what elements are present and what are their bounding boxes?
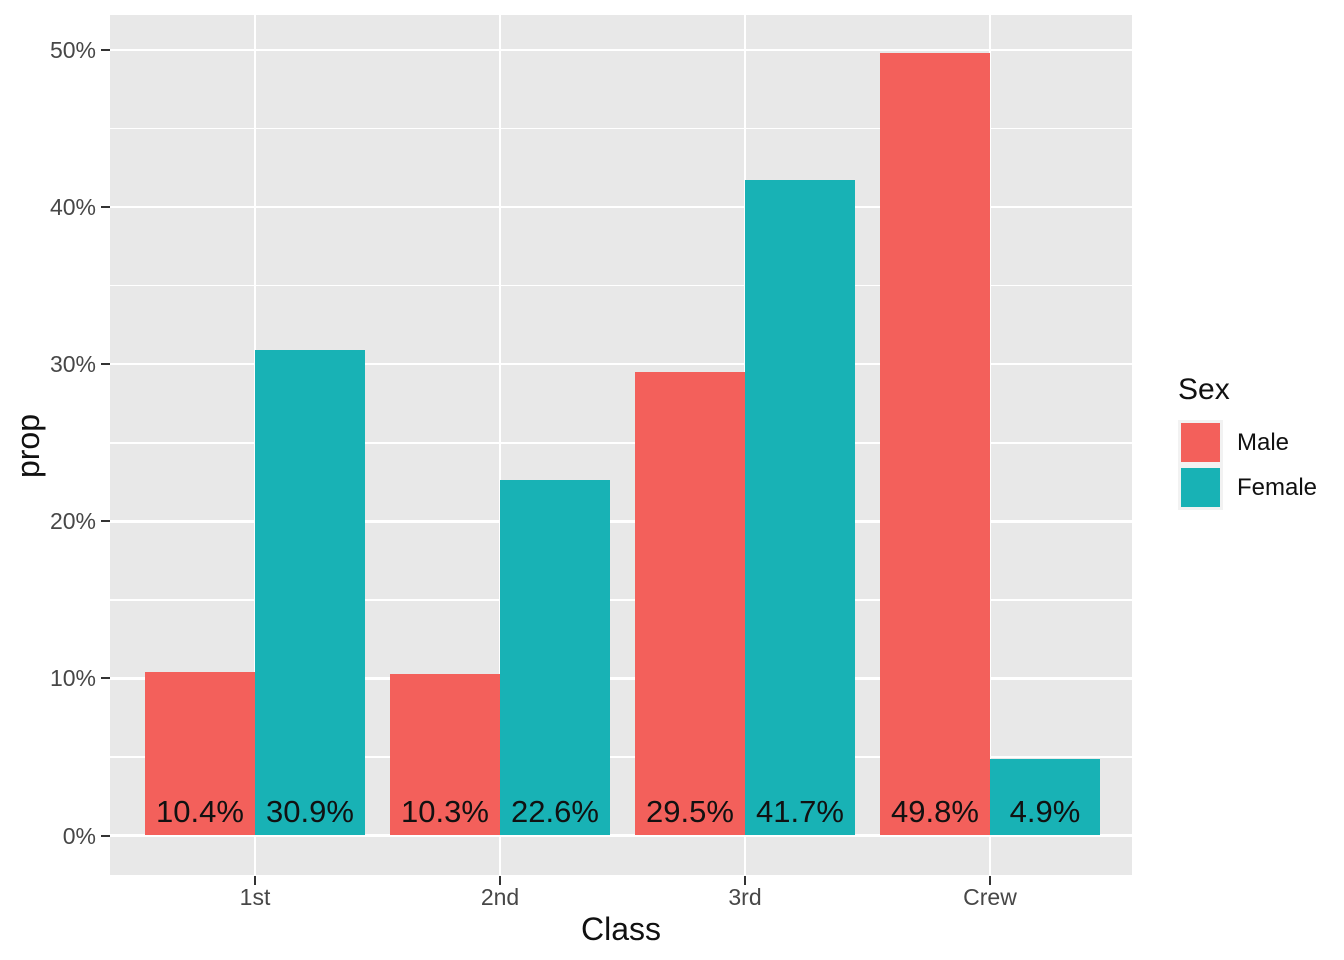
- female-color-swatch-icon: [1181, 468, 1220, 507]
- y-axis-tick: [101, 677, 110, 680]
- bar-label-male-2nd: 10.3%: [401, 794, 489, 829]
- gridline-major-v: [498, 15, 502, 875]
- x-axis-tick-label: 3rd: [728, 884, 762, 910]
- gridline-minor-h: [110, 284, 1132, 287]
- legend-item-female: Female: [1178, 465, 1317, 510]
- legend-title: Sex: [1178, 373, 1230, 406]
- y-axis-tick: [101, 206, 110, 209]
- bar-male-3rd: [635, 372, 745, 836]
- gridline-major-h: [110, 520, 1132, 523]
- y-axis-tick-label: 50%: [49, 37, 96, 63]
- bar-label-female-crew: 4.9%: [1009, 794, 1081, 829]
- bar-female-1st: [255, 350, 365, 836]
- y-axis-tick-label: 10%: [49, 665, 96, 692]
- bar-female-2nd: [500, 480, 610, 836]
- gridline-major-h: [110, 205, 1132, 209]
- legend-label-female: Female: [1237, 474, 1318, 501]
- bar-label-male-1st: 10.4%: [156, 794, 244, 829]
- bar-male-crew: [880, 53, 990, 836]
- gridline-major-v: [988, 15, 992, 875]
- gridline-minor-h: [110, 127, 1132, 130]
- legend-key-female: [1178, 465, 1223, 510]
- y-axis-tick: [101, 49, 110, 51]
- y-axis-tick: [101, 363, 110, 366]
- y-axis-tick-label: 0%: [62, 822, 96, 849]
- bar-label-female-2nd: 22.6%: [511, 794, 599, 829]
- bar-label-female-3rd: 41.7%: [756, 794, 844, 829]
- bar-female-3rd: [745, 180, 855, 836]
- y-axis-tick: [101, 834, 110, 837]
- gridline-major-h: [110, 677, 1132, 680]
- x-axis-tick: [499, 876, 501, 885]
- y-axis-tick-label: 30%: [49, 351, 96, 378]
- bar-label-male-3rd: 29.5%: [646, 794, 734, 829]
- gridline-major-h: [110, 48, 1132, 52]
- legend-label-male: Male: [1237, 429, 1290, 456]
- x-axis-tick-label: 2nd: [480, 884, 520, 910]
- y-axis-tick-label: 40%: [49, 194, 96, 221]
- y-axis-tick-label: 20%: [49, 508, 96, 535]
- y-axis-tick: [101, 520, 110, 523]
- gridline-major-h: [110, 362, 1132, 366]
- gridline-minor-h: [110, 599, 1132, 601]
- bar-label-female-1st: 30.9%: [266, 794, 354, 829]
- bar-male-2nd: [390, 673, 500, 836]
- bar-label-male-crew: 49.8%: [891, 794, 979, 829]
- x-axis-tick: [744, 876, 746, 885]
- x-axis-tick: [254, 876, 256, 885]
- legend-key-male: [1178, 420, 1223, 465]
- x-axis-tick-label: 1st: [239, 884, 271, 910]
- x-axis-title: Class: [580, 911, 661, 947]
- gridline-minor-h: [110, 442, 1132, 444]
- gridline-major-h: [110, 834, 1132, 837]
- male-color-swatch-icon: [1181, 423, 1220, 462]
- x-axis-tick: [989, 876, 991, 885]
- legend-item-male: Male: [1178, 420, 1289, 465]
- gridline-minor-h: [110, 756, 1132, 758]
- bar-male-1st: [145, 672, 255, 836]
- x-axis-tick-label: Crew: [963, 884, 1017, 910]
- bar-female-crew: [990, 758, 1100, 836]
